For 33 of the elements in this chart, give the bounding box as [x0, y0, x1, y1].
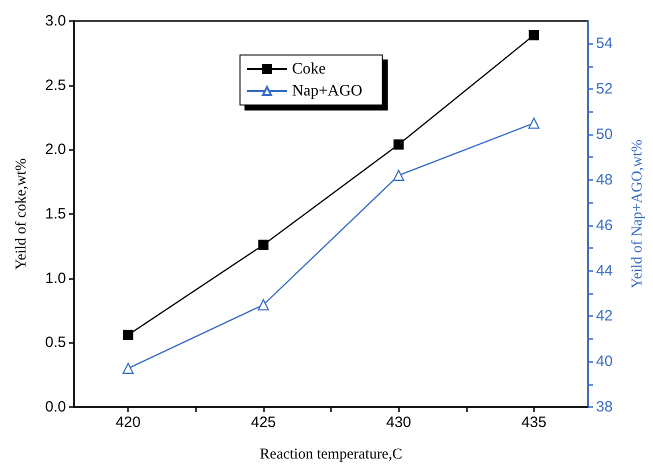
y-tick-label: 3.0 — [45, 12, 66, 30]
point — [394, 139, 404, 150]
y2-tick-label: 40 — [596, 353, 613, 370]
point — [258, 299, 269, 310]
point — [123, 330, 134, 340]
x-tick-label: 425 — [250, 414, 276, 431]
x-tick-label: 430 — [386, 414, 412, 431]
point — [393, 170, 404, 181]
x-tick-label: 435 — [521, 414, 546, 431]
y2-axis-title: Yeild of Nap+AGO,wt% — [630, 139, 646, 289]
y-tick-label: 0.0 — [45, 398, 66, 416]
y2-tick-label: 54 — [596, 35, 613, 52]
legend-label: Nap+AGO — [292, 82, 362, 100]
point — [528, 118, 540, 129]
y-tick-label: 1.5 — [45, 206, 66, 222]
x-tick-label: 420 — [116, 414, 141, 431]
y2-tick-label: 42 — [596, 308, 613, 325]
y-axis-title: Yeild of coke,wt% — [14, 158, 30, 270]
legend-label: Coke — [292, 60, 326, 78]
y-tick-label: 0.5 — [45, 334, 66, 352]
point — [258, 240, 268, 250]
x-axis-title: Reaction temperature,C — [260, 446, 402, 462]
point — [528, 30, 539, 40]
y-tick-label: 2.0 — [45, 141, 66, 158]
y2-tick-label: 50 — [596, 126, 613, 144]
y2-tick-label: 46 — [596, 216, 613, 234]
y2-tick-label: 38 — [596, 398, 613, 416]
y-tick-label: 2.5 — [45, 76, 66, 94]
point — [122, 362, 134, 374]
y2-tick-label: 48 — [596, 171, 613, 188]
y2-tick-label: 44 — [596, 262, 613, 280]
y-tick-label: 1.0 — [45, 270, 66, 287]
y2-tick-label: 52 — [596, 80, 613, 98]
